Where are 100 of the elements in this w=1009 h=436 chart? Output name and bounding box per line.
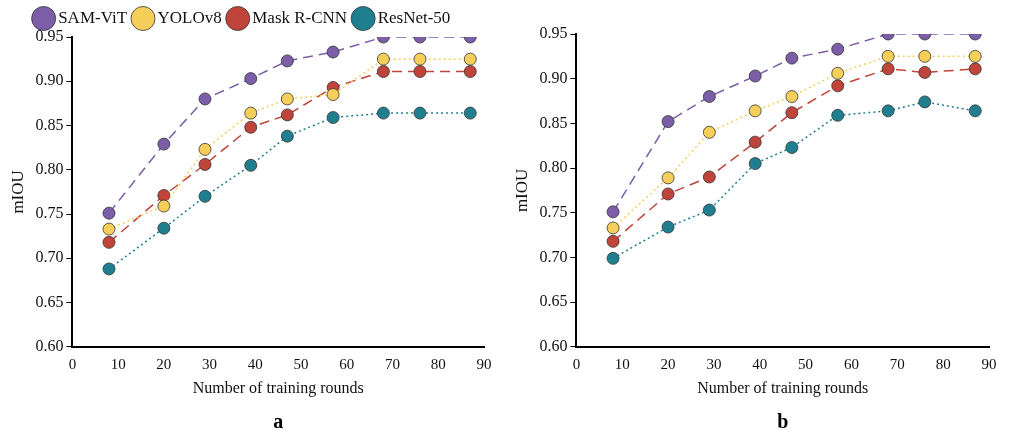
point xyxy=(831,108,845,122)
point xyxy=(413,106,427,120)
y-tick-label: 0.65 xyxy=(539,292,568,310)
text: a xyxy=(273,410,284,432)
y-tick-label: 0.85 xyxy=(539,113,568,131)
point xyxy=(198,158,212,171)
point xyxy=(244,158,258,172)
x-axis-title: Number of training rounds xyxy=(697,378,869,397)
point xyxy=(280,54,294,68)
point xyxy=(157,221,171,235)
x-tick-label: 50 xyxy=(798,355,814,372)
y-tick-label: 0.60 xyxy=(35,337,64,354)
x-tick-label: 60 xyxy=(843,355,859,372)
x-tick-label: 90 xyxy=(981,355,997,372)
point xyxy=(748,157,762,170)
point xyxy=(748,104,762,118)
point xyxy=(102,262,116,276)
point xyxy=(606,234,620,248)
x-tick-label: 30 xyxy=(202,355,218,372)
y-tick-label: 0.70 xyxy=(539,247,568,265)
point xyxy=(831,79,845,93)
point xyxy=(606,251,620,265)
point xyxy=(661,187,675,201)
point xyxy=(748,135,762,149)
point xyxy=(785,141,799,154)
point xyxy=(326,45,340,59)
point xyxy=(463,65,477,78)
point xyxy=(968,62,982,76)
point xyxy=(702,170,716,184)
x-axis-title: Number of training rounds xyxy=(192,378,364,397)
y-axis-title: mIOU xyxy=(511,168,531,213)
point xyxy=(102,206,116,220)
point xyxy=(376,65,390,78)
legend-label: SAM-ViT xyxy=(58,7,128,27)
point xyxy=(968,49,982,63)
x-tick-label: 50 xyxy=(293,355,309,372)
x-tick-label: 90 xyxy=(476,355,492,372)
point xyxy=(413,65,427,78)
point xyxy=(661,171,675,185)
point xyxy=(831,66,845,80)
point xyxy=(831,42,845,56)
point xyxy=(157,199,171,213)
point xyxy=(326,88,340,101)
point xyxy=(102,235,116,249)
x-tick-label: 20 xyxy=(156,355,172,372)
point xyxy=(918,66,932,79)
point xyxy=(280,108,294,122)
point xyxy=(785,51,799,65)
point xyxy=(102,222,116,236)
point xyxy=(244,120,258,134)
point xyxy=(748,69,762,83)
x-tick-label: 80 xyxy=(430,355,446,372)
point xyxy=(376,52,390,66)
x-tick-label: 0 xyxy=(68,355,77,372)
legend-label: Mask R-CNN xyxy=(252,7,348,27)
y-tick-label: 0.75 xyxy=(539,202,568,220)
x-tick-label: 10 xyxy=(110,355,126,372)
y-tick-label: 0.80 xyxy=(539,158,568,176)
point xyxy=(661,220,675,234)
x-tick-label: 80 xyxy=(935,355,951,372)
text: b xyxy=(777,410,789,432)
point xyxy=(157,189,171,202)
point xyxy=(606,205,620,219)
y-tick-label: 0.80 xyxy=(35,159,64,177)
x-tick-label: 10 xyxy=(614,355,630,372)
x-tick-label: 40 xyxy=(247,355,263,372)
point xyxy=(326,111,340,124)
point xyxy=(968,104,982,118)
x-tick-label: 0 xyxy=(572,355,581,372)
y-tick-label: 0.85 xyxy=(35,115,64,133)
point xyxy=(198,92,212,106)
point xyxy=(463,106,477,120)
point xyxy=(244,106,258,120)
point xyxy=(280,129,294,143)
point xyxy=(702,90,716,103)
point xyxy=(881,62,895,76)
x-tick-label: 60 xyxy=(339,355,355,372)
y-tick-label: 0.90 xyxy=(539,68,568,86)
y-tick-label: 0.70 xyxy=(35,248,64,266)
x-tick-label: 20 xyxy=(660,355,676,372)
x-tick-label: 70 xyxy=(889,355,905,372)
y-axis-title: mIOU xyxy=(7,170,27,214)
point xyxy=(606,221,620,235)
point xyxy=(785,90,799,103)
point xyxy=(198,189,212,203)
point xyxy=(244,72,258,85)
point xyxy=(157,137,171,151)
point xyxy=(702,203,716,217)
y-tick-label: 0.75 xyxy=(35,204,64,222)
y-tick-label: 0.95 xyxy=(35,27,64,45)
point xyxy=(280,92,294,106)
point xyxy=(376,106,390,120)
point xyxy=(702,125,716,139)
point xyxy=(881,104,895,118)
x-tick-label: 70 xyxy=(385,355,401,372)
y-tick-label: 0.60 xyxy=(539,337,568,354)
point xyxy=(661,115,675,128)
point xyxy=(918,95,932,109)
y-tick-label: 0.95 xyxy=(539,24,568,42)
legend-label: ResNet-50 xyxy=(377,7,451,27)
